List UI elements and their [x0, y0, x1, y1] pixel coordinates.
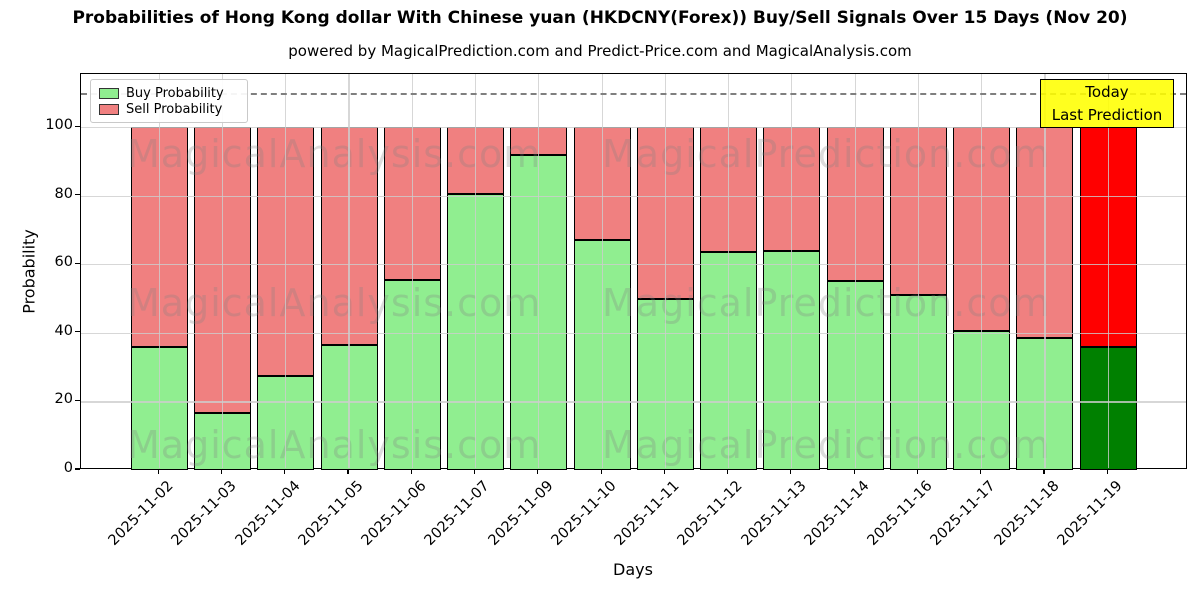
x-tick-label: 2025-11-19 — [1054, 478, 1126, 549]
dashed-threshold-line — [81, 92, 1186, 95]
y-tick-label: 60 — [54, 254, 73, 271]
x-tick-mark — [790, 469, 792, 474]
x-tick-label: 2025-11-10 — [548, 478, 620, 549]
vertical-gridline — [475, 74, 477, 468]
vertical-gridline — [158, 74, 160, 468]
vertical-gridline — [854, 74, 856, 468]
vertical-gridline — [221, 74, 224, 468]
x-tick-label: 2025-11-18 — [991, 478, 1063, 549]
y-tick-mark — [75, 125, 80, 127]
horizontal-gridline — [81, 401, 1186, 403]
plot-area — [80, 73, 1187, 470]
x-tick-mark — [853, 469, 855, 474]
x-tick-label: 2025-11-09 — [485, 478, 557, 549]
watermark-text: MagicalPrediction.com — [602, 281, 1051, 325]
vertical-gridline — [285, 74, 287, 468]
vertical-gridline — [538, 74, 540, 468]
x-tick-mark — [537, 469, 539, 474]
x-tick-label: 2025-11-07 — [422, 478, 493, 549]
x-tick-mark — [220, 469, 223, 474]
x-tick-label: 2025-11-04 — [232, 478, 304, 549]
vertical-gridline — [728, 74, 730, 468]
chart-title: Probabilities of Hong Kong dollar With C… — [72, 8, 1128, 28]
x-axis-label: Days — [613, 560, 653, 579]
y-tick-label: 20 — [54, 391, 73, 408]
watermark-text: MagicalPrediction.com — [602, 423, 1051, 467]
annotation-line2: Last Prediction — [1051, 105, 1163, 124]
watermark-text: MagicalPrediction.com — [602, 132, 1051, 176]
y-tick-mark — [75, 468, 80, 470]
y-tick-mark — [75, 262, 80, 264]
legend: Buy Probability Sell Probability — [90, 79, 248, 123]
legend-label-sell: Sell Probability — [126, 101, 223, 117]
vertical-gridline — [348, 74, 350, 468]
watermark-text: MagicalAnalysis.com — [127, 423, 542, 467]
y-tick-mark — [75, 399, 80, 402]
vertical-gridline — [1044, 74, 1046, 468]
horizontal-gridline — [81, 127, 1186, 129]
x-tick-mark — [600, 469, 602, 474]
legend-label-buy: Buy Probability — [126, 85, 224, 101]
x-tick-mark — [474, 469, 476, 474]
x-tick-mark — [727, 469, 729, 474]
vertical-gridline — [411, 74, 413, 468]
x-tick-mark — [410, 469, 412, 474]
x-tick-label: 2025-11-11 — [611, 478, 683, 549]
x-tick-label: 2025-11-13 — [738, 478, 810, 549]
x-tick-label: 2025-11-17 — [928, 478, 1000, 549]
x-tick-mark — [1043, 469, 1045, 474]
x-tick-mark — [347, 469, 349, 474]
horizontal-gridline — [81, 264, 1186, 266]
legend-entry-sell: Sell Probability — [99, 102, 239, 117]
x-tick-label: 2025-11-05 — [295, 478, 367, 549]
y-axis-label: Probability — [19, 229, 39, 314]
annotation-line1: Today — [1085, 83, 1129, 101]
x-tick-label: 2025-11-12 — [675, 478, 746, 549]
x-tick-label: 2025-11-06 — [358, 478, 430, 549]
x-tick-mark — [916, 469, 918, 474]
vertical-gridline — [791, 74, 793, 468]
x-tick-label: 2025-11-03 — [168, 478, 240, 549]
y-tick-mark — [75, 194, 80, 196]
x-tick-label: 2025-11-14 — [801, 478, 873, 549]
x-tick-mark — [1106, 469, 1108, 474]
x-tick-mark — [157, 469, 159, 474]
legend-entry-buy: Buy Probability — [99, 86, 239, 101]
x-tick-mark — [284, 469, 286, 474]
horizontal-gridline — [81, 332, 1186, 335]
vertical-gridline — [664, 74, 666, 468]
chart-subtitle: powered by MagicalPrediction.com and Pre… — [288, 42, 912, 60]
buy-color-swatch — [99, 87, 119, 99]
vertical-gridline — [601, 74, 603, 468]
y-tick-label: 100 — [45, 117, 73, 134]
vertical-gridline — [1107, 74, 1109, 468]
y-tick-label: 40 — [54, 322, 73, 339]
y-tick-label: 0 — [63, 460, 73, 476]
watermark-text: MagicalAnalysis.com — [127, 132, 542, 176]
vertical-gridline — [981, 74, 983, 468]
x-tick-mark — [980, 469, 982, 474]
x-tick-label: 2025-11-02 — [105, 478, 177, 549]
today-annotation-box: Today Last Prediction — [1040, 79, 1174, 128]
horizontal-gridline — [81, 195, 1186, 197]
watermark-text: MagicalAnalysis.com — [127, 281, 542, 325]
sell-color-swatch — [99, 103, 119, 115]
y-tick-label: 80 — [54, 185, 73, 202]
x-tick-label: 2025-11-16 — [864, 478, 936, 549]
x-tick-mark — [663, 469, 665, 474]
vertical-gridline — [917, 74, 919, 468]
y-tick-mark — [75, 331, 80, 333]
